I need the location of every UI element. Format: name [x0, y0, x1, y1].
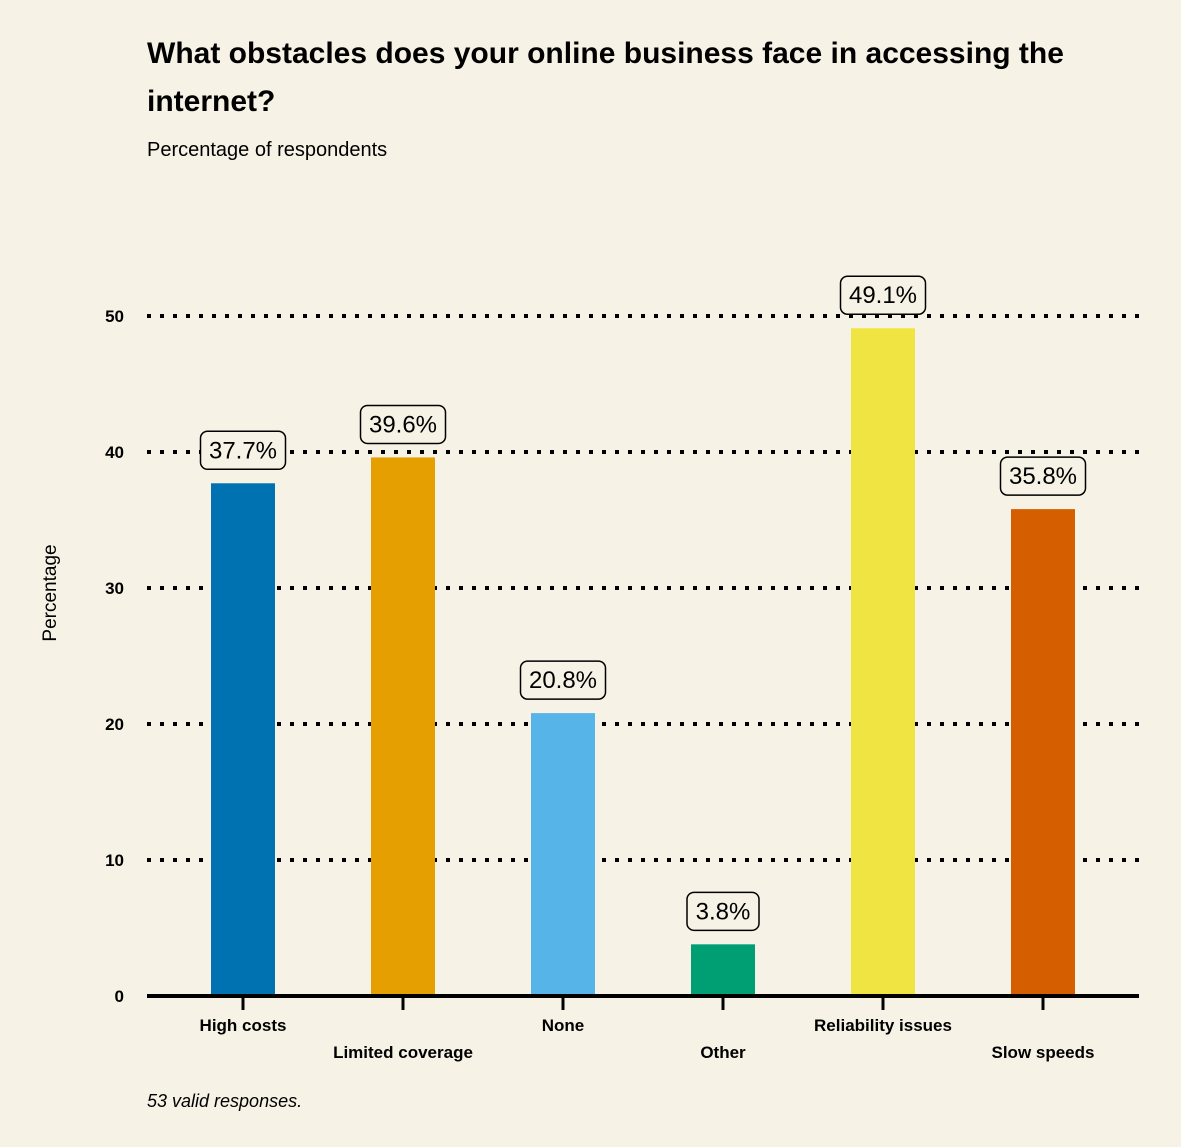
y-axis-ticks: 0 10 20 30 40 50	[105, 307, 124, 1006]
footnote: 53 valid responses.	[147, 1091, 303, 1111]
data-label: 35.8%	[1009, 463, 1077, 490]
data-label-box	[359, 404, 447, 445]
data-label: 20.8%	[529, 667, 597, 694]
y-tick-label: 10	[105, 851, 124, 870]
y-tick-label: 20	[105, 715, 124, 734]
data-labels: 37.7% 39.6% 20.8% 3.8% 49.1% 35.8%	[199, 275, 1087, 932]
y-tick-label: 50	[105, 307, 124, 326]
x-tick-label: Reliability issues	[814, 1016, 952, 1035]
data-label: 3.8%	[696, 898, 751, 925]
x-tick-label: None	[542, 1016, 585, 1035]
bar	[851, 328, 915, 994]
chart-subtitle: Percentage of respondents	[147, 139, 388, 161]
y-tick-label: 0	[115, 987, 124, 1006]
data-label-box	[999, 456, 1087, 496]
data-label-box	[686, 891, 760, 932]
x-tick-label: Slow speeds	[992, 1043, 1095, 1062]
y-tick-label: 40	[105, 443, 124, 462]
bar	[211, 483, 275, 994]
y-tick-label: 30	[105, 579, 124, 598]
bar	[371, 457, 435, 994]
bar	[691, 944, 755, 994]
data-label: 39.6%	[369, 411, 437, 438]
bars	[211, 328, 1075, 994]
x-tick-label: Limited coverage	[333, 1043, 473, 1062]
x-tick-label: High costs	[200, 1016, 287, 1035]
bar	[531, 713, 595, 994]
gridlines	[147, 314, 1139, 862]
data-label-box	[199, 430, 287, 471]
data-label-box	[519, 660, 607, 700]
data-label-box	[839, 275, 927, 315]
data-label: 37.7%	[209, 437, 277, 464]
chart-title: What obstacles does your online business…	[147, 37, 1064, 118]
x-tick-label: Other	[700, 1043, 746, 1062]
data-label: 49.1%	[849, 282, 917, 309]
x-axis-ticks: High costs Limited coverage None Other Relia…	[200, 996, 1095, 1062]
bar	[1011, 509, 1075, 994]
y-axis-title: Percentage	[40, 544, 61, 641]
